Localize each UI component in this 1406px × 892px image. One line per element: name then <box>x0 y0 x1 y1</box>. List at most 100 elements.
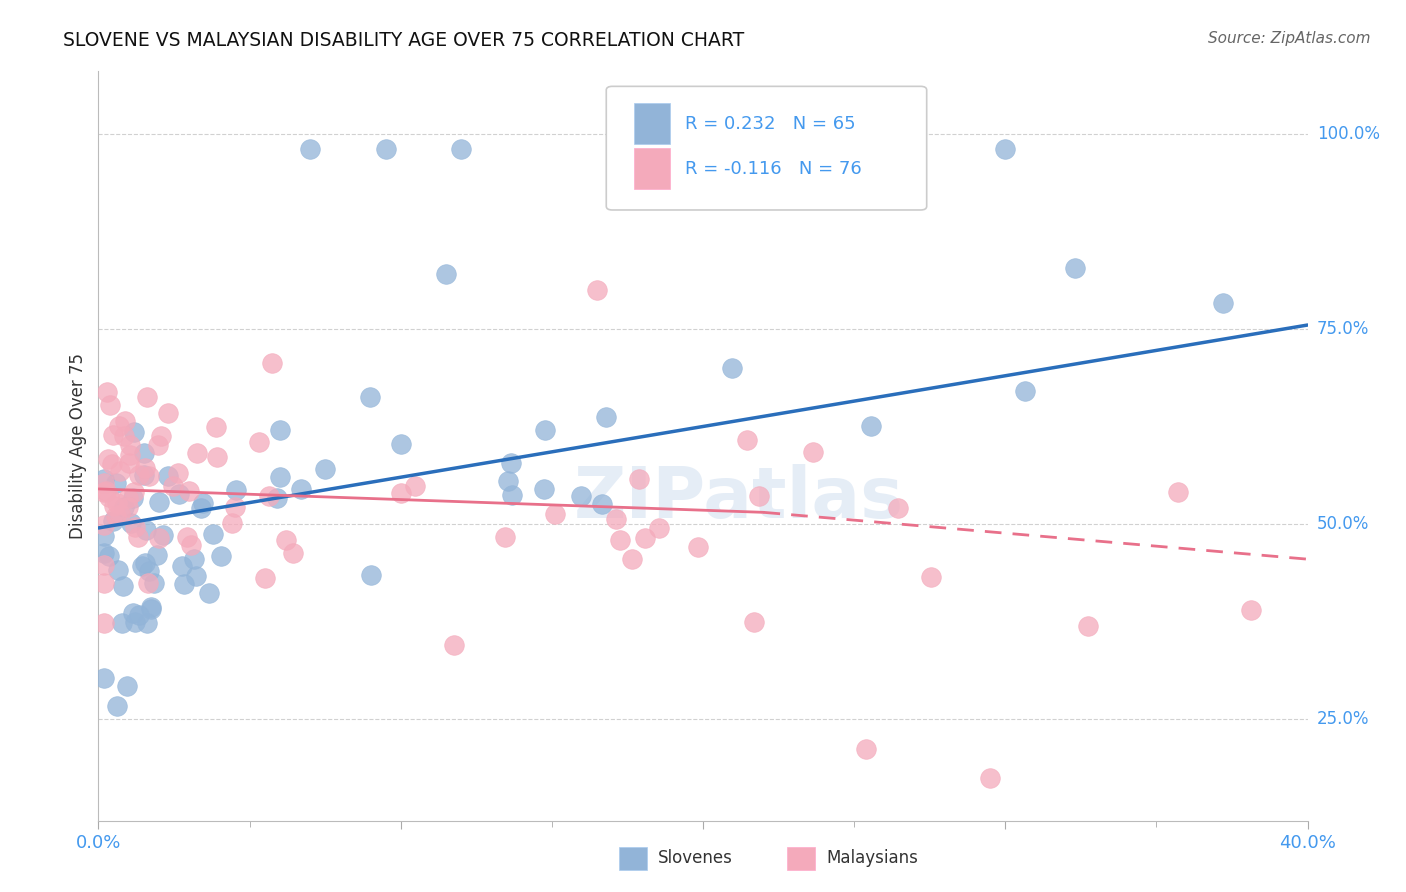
Point <box>111 579 134 593</box>
Point <box>434 268 457 282</box>
Point <box>112 500 135 514</box>
Point <box>149 429 172 443</box>
Text: 50.0%: 50.0% <box>1316 515 1369 533</box>
Point <box>1212 296 1234 310</box>
Point <box>108 418 131 433</box>
Point <box>920 570 942 584</box>
Point <box>648 521 671 535</box>
Point <box>136 575 159 590</box>
Point <box>100 457 122 471</box>
Point <box>183 552 205 566</box>
Point <box>93 671 115 685</box>
Point <box>98 490 121 504</box>
Point <box>180 538 202 552</box>
Point <box>1063 260 1085 275</box>
Point <box>855 742 877 756</box>
Point <box>97 451 120 466</box>
Point <box>544 507 567 521</box>
Point <box>591 497 613 511</box>
Point <box>152 527 174 541</box>
Point <box>886 500 908 515</box>
Point <box>120 448 142 462</box>
Point <box>204 419 226 434</box>
Point <box>360 567 382 582</box>
Point <box>221 516 243 530</box>
Point <box>186 446 208 460</box>
Point <box>112 428 135 442</box>
Point <box>994 143 1017 157</box>
Point <box>534 423 557 437</box>
Point <box>201 526 224 541</box>
Text: Malaysians: Malaysians <box>827 849 918 867</box>
Point <box>173 577 195 591</box>
Point <box>205 450 228 464</box>
Point <box>98 398 121 412</box>
Point <box>860 418 883 433</box>
FancyBboxPatch shape <box>606 87 927 210</box>
Point <box>979 771 1001 785</box>
Point <box>105 508 128 523</box>
Point <box>103 514 125 528</box>
Point <box>101 428 124 442</box>
Point <box>131 558 153 573</box>
Point <box>124 615 146 629</box>
Point <box>162 479 184 493</box>
Point <box>404 479 426 493</box>
Text: Slovenes: Slovenes <box>658 849 733 867</box>
Point <box>118 438 141 452</box>
Point <box>1077 619 1099 633</box>
Point <box>132 445 155 459</box>
Point <box>148 495 170 509</box>
Point <box>257 489 280 503</box>
Point <box>314 462 336 476</box>
Point <box>276 533 298 547</box>
FancyBboxPatch shape <box>634 148 671 189</box>
Point <box>127 530 149 544</box>
Point <box>389 437 412 451</box>
Point <box>389 486 412 500</box>
Point <box>450 143 472 157</box>
Point <box>266 491 288 505</box>
Point <box>494 530 516 544</box>
Point <box>148 531 170 545</box>
Point <box>262 356 284 370</box>
Point <box>156 469 179 483</box>
Point <box>93 576 115 591</box>
Point <box>571 489 593 503</box>
Point <box>122 425 145 440</box>
Text: R = 0.232   N = 65: R = 0.232 N = 65 <box>685 115 855 133</box>
Point <box>135 523 157 537</box>
Point <box>170 559 193 574</box>
Point <box>166 466 188 480</box>
Text: ZIPatlas: ZIPatlas <box>574 464 904 533</box>
Point <box>198 586 221 600</box>
Point <box>193 496 215 510</box>
Point <box>121 491 143 505</box>
Point <box>179 484 201 499</box>
Point <box>93 518 115 533</box>
Point <box>498 475 520 489</box>
Point <box>96 384 118 399</box>
Point <box>533 483 555 497</box>
Point <box>146 438 169 452</box>
Point <box>117 500 139 514</box>
Point <box>108 464 131 478</box>
Point <box>107 563 129 577</box>
Point <box>117 491 139 505</box>
Point <box>633 531 655 545</box>
Point <box>115 679 138 693</box>
Point <box>93 615 115 630</box>
Point <box>104 476 127 491</box>
Point <box>132 467 155 482</box>
Point <box>609 533 631 547</box>
FancyBboxPatch shape <box>634 103 671 145</box>
Text: R = -0.116   N = 76: R = -0.116 N = 76 <box>685 160 862 178</box>
Point <box>742 615 765 629</box>
Point <box>93 475 115 490</box>
Point <box>176 530 198 544</box>
Point <box>281 545 304 559</box>
Point <box>190 501 212 516</box>
Point <box>254 571 277 585</box>
Point <box>211 549 233 563</box>
Point <box>139 601 162 615</box>
